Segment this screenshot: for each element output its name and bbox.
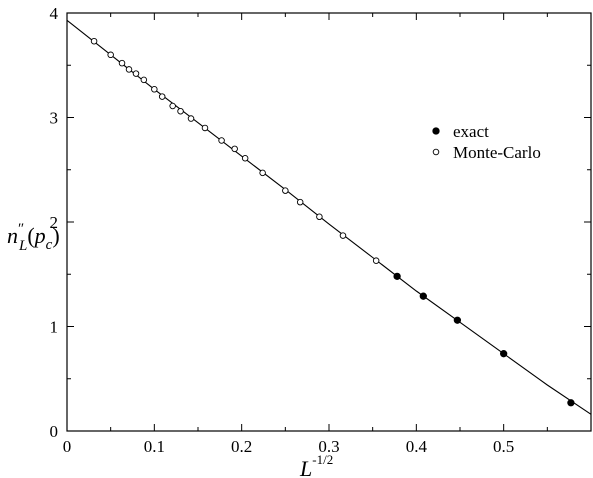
x-tick-label: 0.4 — [406, 437, 428, 456]
monte-carlo-point — [107, 51, 114, 59]
monte-carlo-point — [151, 86, 158, 93]
monte-carlo-point — [316, 213, 323, 221]
axis-ticks — [66, 12, 591, 432]
x-tick-label: 0.2 — [231, 437, 252, 456]
legend-marker — [432, 127, 440, 135]
exact-point — [500, 350, 508, 358]
data-series — [66, 19, 592, 415]
y-tick-label: 4 — [50, 4, 59, 23]
monte-carlo-point — [372, 257, 380, 264]
y-tick-label: 2 — [50, 213, 59, 232]
monte-carlo-point — [125, 66, 133, 73]
monte-carlo-point — [90, 37, 98, 45]
monte-carlo-point — [187, 115, 195, 122]
plot-frame — [66, 12, 592, 432]
legend-label: Monte-Carlo — [453, 143, 541, 162]
exact-point — [393, 272, 401, 280]
monte-carlo-point — [241, 155, 249, 162]
monte-carlo-point — [296, 198, 304, 206]
monte-carlo-point — [158, 93, 166, 100]
legend-label: exact — [453, 122, 489, 141]
monte-carlo-point — [218, 137, 225, 144]
y-tick-label: 3 — [50, 109, 59, 128]
monte-carlo-point — [169, 102, 176, 110]
monte-carlo-point — [282, 187, 289, 194]
x-tick-label: 0 — [63, 437, 72, 456]
legend-marker — [432, 148, 440, 156]
x-tick-label: 0.5 — [493, 437, 514, 456]
legend: exact Monte-Carlo — [432, 122, 541, 162]
x-axis-title: L-1/2 — [299, 452, 333, 478]
monte-carlo-point — [201, 124, 209, 132]
monte-carlo-point — [339, 232, 347, 239]
y-axis-title: n″ L(pc) — [7, 221, 60, 254]
y-tick-label: 1 — [50, 318, 59, 337]
exact-point — [453, 316, 462, 324]
monte-carlo-point — [132, 70, 140, 77]
x-tick-label: 0.3 — [318, 437, 339, 456]
monte-carlo-point — [118, 59, 126, 67]
monte-carlo-point — [231, 145, 238, 153]
exact-point — [567, 399, 575, 407]
axis-tick-labels: 0 0.1 0.2 0.3 0.4 0.5 0 1 2 3 4 — [50, 4, 515, 456]
monte-carlo-point — [140, 76, 148, 84]
y-tick-label: 0 — [50, 422, 59, 441]
monte-carlo-point — [259, 169, 266, 177]
plot-area — [66, 12, 592, 432]
exact-point — [419, 292, 427, 300]
x-tick-label: 0.1 — [144, 437, 165, 456]
monte-carlo-point — [177, 107, 184, 115]
